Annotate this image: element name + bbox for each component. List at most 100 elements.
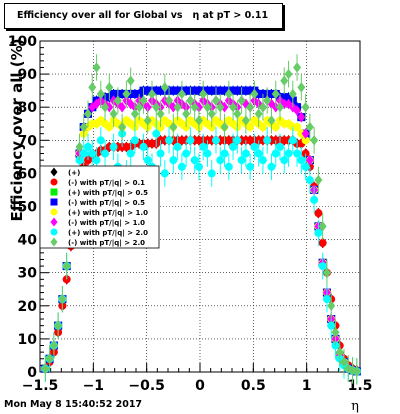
data-point (105, 82, 114, 93)
data-point (182, 86, 191, 95)
data-point (135, 102, 144, 113)
legend-label: (-) with pT/|q| > 0.5 (68, 199, 145, 208)
data-point (143, 86, 152, 95)
legend-label: (+) with pT/|q| > 1.0 (68, 209, 148, 218)
data-point (156, 149, 165, 158)
legend-label: (-) with pT/|q| > 1.0 (68, 219, 145, 228)
data-point (118, 102, 127, 113)
data-point (156, 108, 165, 120)
data-point (263, 136, 272, 145)
data-point (301, 102, 310, 113)
data-point (271, 149, 280, 158)
data-point (173, 86, 182, 95)
data-point (297, 82, 306, 93)
legend-label: (+) with pT/|q| > 0.5 (68, 189, 148, 198)
data-point (331, 327, 340, 338)
data-point (199, 88, 208, 100)
data-point (293, 149, 302, 158)
data-point (156, 86, 165, 95)
data-point (203, 149, 212, 158)
y-tick-label: 0 (27, 365, 37, 381)
data-point (305, 121, 314, 133)
legend-label: (-) with pT/|q| > 2.0 (68, 239, 145, 248)
data-point (229, 102, 238, 113)
data-point (130, 136, 139, 145)
data-point (96, 136, 105, 145)
data-point (139, 95, 148, 106)
data-point (203, 102, 212, 113)
data-point (212, 95, 220, 106)
legend-marker (50, 228, 58, 236)
data-point (241, 86, 250, 95)
data-point (169, 102, 178, 113)
data-point (169, 86, 178, 95)
data-point (335, 346, 344, 358)
data-point (237, 156, 246, 165)
data-point (109, 108, 118, 120)
data-point (160, 169, 169, 178)
data-point (233, 136, 242, 145)
y-tick-label: 30 (18, 266, 38, 282)
data-point (305, 154, 314, 166)
data-point (310, 135, 319, 146)
data-point (263, 95, 272, 106)
data-point (293, 123, 302, 132)
data-point (314, 174, 323, 186)
data-point (276, 102, 284, 113)
legend-box (39, 165, 160, 249)
data-point (267, 162, 276, 171)
series-7 (41, 54, 361, 385)
data-point (165, 136, 174, 145)
data-point (284, 93, 293, 102)
marks (41, 54, 361, 385)
data-point (194, 115, 203, 126)
data-point (92, 156, 101, 165)
data-point (190, 86, 199, 95)
data-point (220, 102, 229, 113)
data-point (310, 195, 319, 204)
data-point (301, 128, 310, 139)
legend-marker (50, 198, 58, 206)
data-point (254, 149, 263, 158)
data-point (160, 82, 169, 93)
data-point (318, 262, 327, 271)
data-point (84, 108, 92, 120)
x-tick-label: 0.5 (241, 378, 266, 394)
data-point (190, 102, 199, 113)
data-point (241, 115, 250, 126)
data-point (233, 86, 242, 95)
x-tick-label: 1 (302, 378, 312, 394)
data-point (224, 88, 233, 100)
y-tick-label: 20 (18, 299, 38, 315)
data-point (241, 149, 250, 158)
data-point (305, 176, 314, 185)
title-box: Efficiency over all for Global vs η at p… (4, 3, 283, 29)
data-point (186, 95, 195, 106)
data-point (118, 89, 127, 98)
data-point (182, 149, 191, 158)
data-point (271, 123, 280, 132)
data-point (169, 121, 178, 133)
y-tick-label: 80 (18, 100, 38, 116)
legend-label: (+) with pT/|q| > 2.0 (68, 229, 148, 238)
data-point (229, 86, 238, 95)
data-point (301, 162, 310, 171)
data-point (267, 89, 276, 98)
data-point (297, 111, 306, 123)
data-point (58, 293, 67, 305)
data-point (113, 95, 122, 106)
data-point (293, 105, 302, 116)
data-point (340, 356, 348, 368)
data-point (327, 321, 336, 330)
data-point (246, 86, 255, 95)
data-point (284, 68, 293, 80)
data-point (254, 89, 263, 98)
data-point (45, 353, 54, 364)
x-tick-label: −0.5 (128, 378, 165, 394)
data-point (250, 142, 259, 151)
y-tick-label: 10 (18, 332, 38, 348)
data-point (280, 93, 289, 102)
legend-marker (50, 208, 58, 216)
data-point (276, 142, 284, 151)
data-point (109, 89, 118, 98)
